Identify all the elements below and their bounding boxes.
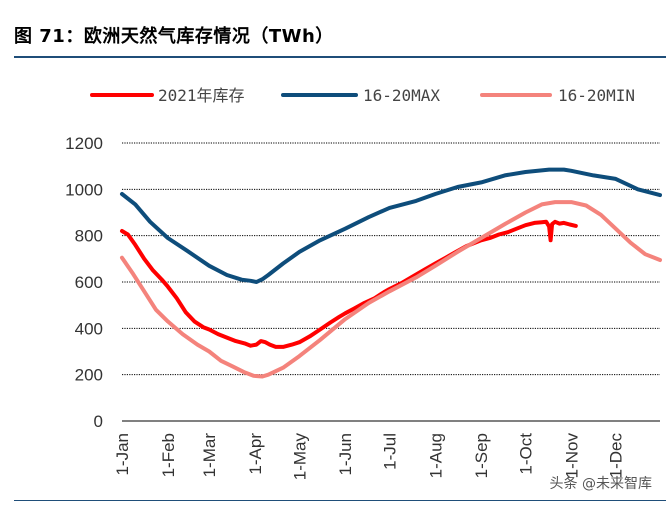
y-tick-label: 1200 xyxy=(65,134,103,153)
legend-label: 16-20MIN xyxy=(558,86,635,105)
x-tick-label: 1-Aug xyxy=(426,433,445,478)
bottom-rule xyxy=(14,500,666,501)
y-tick-label: 200 xyxy=(75,366,103,385)
x-tick-label: 1-Nov xyxy=(562,433,581,479)
x-axis-ticks: 1-Jan 1-Feb 1-Mar 1-Apr 1-May 1-Jun 1-Jul 1-Aug… xyxy=(113,433,626,481)
x-tick-label: 1-Apr xyxy=(246,433,265,475)
legend: 2021年库存 16-20MAX 16-20MIN xyxy=(90,86,635,105)
y-tick-label: 1000 xyxy=(65,180,103,199)
y-tick-label: 400 xyxy=(75,319,103,338)
x-tick-label: 1-Dec xyxy=(607,433,626,479)
legend-label: 16-20MAX xyxy=(363,86,440,105)
x-tick-label: 1-Jan xyxy=(113,433,132,476)
legend-label: 2021年库存 xyxy=(158,86,245,105)
watermark: 头条 @未来智库 xyxy=(549,476,652,492)
x-tick-label: 1-Jun xyxy=(336,433,355,476)
x-tick-label: 1-Oct xyxy=(517,433,536,475)
x-tick-label: 1-Jul xyxy=(381,433,400,470)
y-tick-label: 0 xyxy=(94,412,103,431)
x-tick-label: 1-May xyxy=(290,433,309,481)
figure-title: 图 71：欧洲天然气库存情况（TWh） xyxy=(14,26,334,47)
x-tick-label: 1-Feb xyxy=(159,433,178,477)
title-rule xyxy=(14,56,666,58)
grid-lines xyxy=(122,142,660,422)
series-line-1 xyxy=(120,167,662,284)
series-line-2 xyxy=(120,200,662,379)
series-lines xyxy=(120,167,662,379)
y-axis-ticks: 0 200 400 600 800 1000 1200 xyxy=(65,134,103,431)
x-tick-label: 1-Mar xyxy=(200,433,219,478)
y-tick-label: 600 xyxy=(75,273,103,292)
series-line-0 xyxy=(120,219,578,349)
x-tick-label: 1-Sep xyxy=(472,433,491,478)
y-tick-label: 800 xyxy=(75,227,103,246)
